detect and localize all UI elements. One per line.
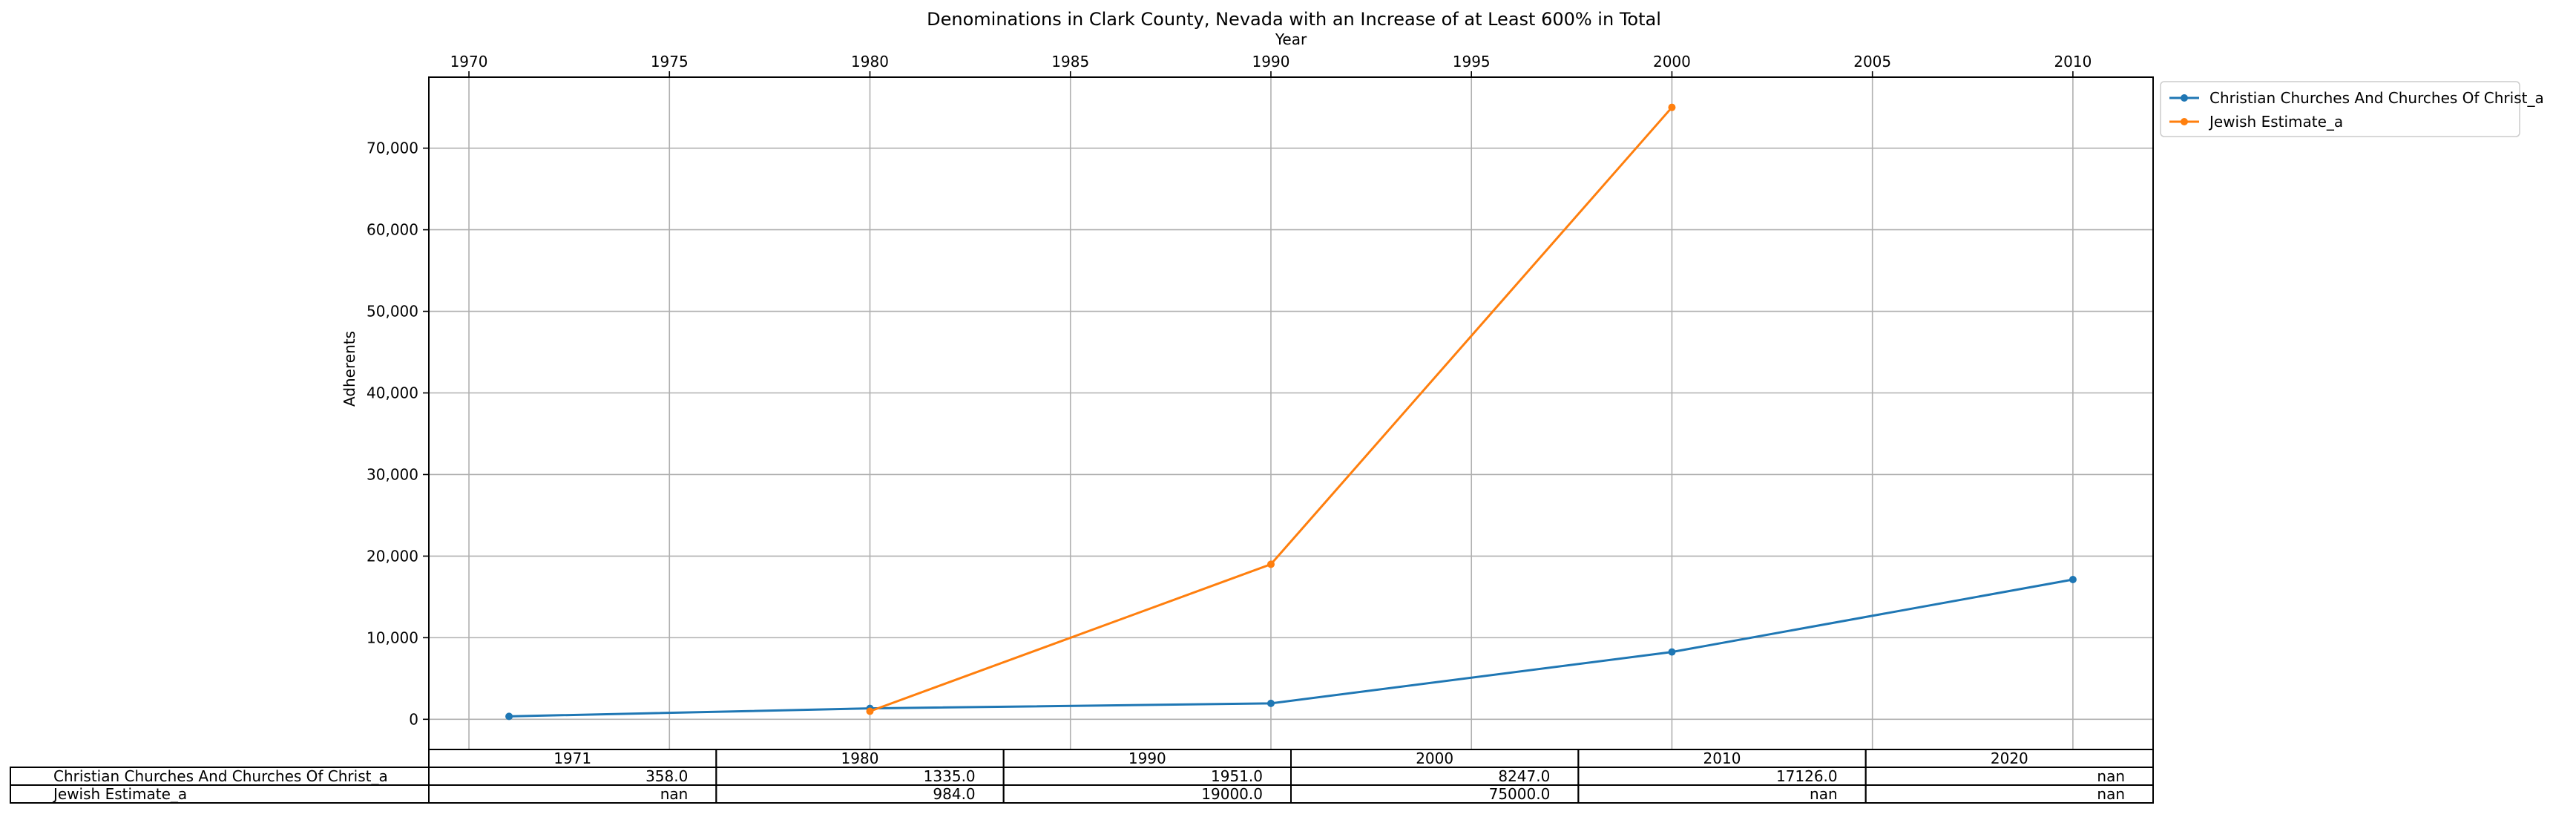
table-cell-value: nan xyxy=(660,785,689,803)
data-point xyxy=(866,707,874,715)
legend-box xyxy=(2160,81,2520,137)
table-cell-value: 75000.0 xyxy=(1489,785,1551,803)
table-cell-value: 17126.0 xyxy=(1776,767,1838,785)
table-cell-value: 984.0 xyxy=(933,785,975,803)
table-row-label: Christian Churches And Churches Of Chris… xyxy=(53,767,388,785)
table-row: Jewish Estimate_a nan 984.0 19000.0 75000.0 n… xyxy=(10,784,2155,804)
y-tick-label: 0 xyxy=(409,710,418,728)
data-point xyxy=(2069,576,2077,584)
table-column-header: 1980 xyxy=(841,749,879,767)
table-cell xyxy=(1864,784,2155,804)
y-axis: 0 10,000 20,000 30,000 40,000 50,000 60,000 70,… xyxy=(367,140,429,728)
table-row-label: Jewish Estimate_a xyxy=(52,785,187,803)
y-axis-label: Adherents xyxy=(341,331,358,407)
data-table: 1971 1980 1990 2000 2010 2020 Christian Church… xyxy=(10,749,2155,804)
legend-label: Jewish Estimate_a xyxy=(2208,113,2343,131)
plot-frame xyxy=(428,76,2154,750)
x-tick-label: 1985 xyxy=(1051,53,1089,70)
legend: Christian Churches And Churches Of Chris… xyxy=(2160,81,2544,137)
table-cell-value: 358.0 xyxy=(645,767,688,785)
table-row: Christian Churches And Churches Of Chris… xyxy=(10,767,2155,786)
table-cell-value: 19000.0 xyxy=(1201,785,1263,803)
table-cell-value: nan xyxy=(2097,785,2125,803)
y-tick-label: 30,000 xyxy=(367,465,418,483)
legend-item: Christian Churches And Churches Of Chris… xyxy=(2169,89,2544,107)
legend-marker xyxy=(2181,118,2188,125)
series-line xyxy=(509,578,2074,718)
table-cell-value: 1335.0 xyxy=(924,767,976,785)
y-tick-label: 40,000 xyxy=(367,384,418,402)
legend-label: Christian Churches And Churches Of Chris… xyxy=(2209,89,2544,107)
x-tick-label: 1975 xyxy=(651,53,689,70)
table-column-header: 1990 xyxy=(1128,749,1166,767)
y-tick-label: 70,000 xyxy=(367,140,418,157)
x-axis: 1970 1975 1980 1985 1990 1995 2000 2005 2010 xyxy=(450,53,2092,77)
data-point xyxy=(1668,103,1676,111)
series-2 xyxy=(866,103,1676,715)
data-point xyxy=(1266,560,1275,568)
table-cell-value: nan xyxy=(2097,767,2125,785)
x-tick-label: 2005 xyxy=(1853,53,1891,70)
series-layer xyxy=(505,103,2077,721)
table-cell-value: nan xyxy=(1810,785,1838,803)
table-cell-value: 8247.0 xyxy=(1498,767,1550,785)
x-tick-label: 1980 xyxy=(851,53,889,70)
table-column-header: 2020 xyxy=(1991,749,2028,767)
x-tick-label: 1990 xyxy=(1252,53,1290,70)
x-axis-label: Year xyxy=(1275,30,1307,48)
table-cell-value: 1951.0 xyxy=(1211,767,1263,785)
data-point xyxy=(1266,699,1275,707)
y-tick-label: 60,000 xyxy=(367,221,418,239)
data-point xyxy=(1668,648,1676,656)
x-tick-label: 1995 xyxy=(1453,53,1491,70)
legend-marker xyxy=(2181,94,2188,102)
data-point xyxy=(505,712,513,721)
series-1 xyxy=(505,576,2077,721)
grid xyxy=(429,77,2153,749)
table-column-header: 2000 xyxy=(1416,749,1453,767)
legend-item: Jewish Estimate_a xyxy=(2169,113,2343,131)
table-column-header: 2010 xyxy=(1703,749,1741,767)
x-tick-label: 2000 xyxy=(1653,53,1691,70)
x-tick-label: 1970 xyxy=(450,53,488,70)
chart-title: Denominations in Clark County, Nevada wi… xyxy=(927,9,1661,30)
y-tick-label: 10,000 xyxy=(367,629,418,646)
y-tick-label: 50,000 xyxy=(367,303,418,321)
table-column-header: 1971 xyxy=(553,749,591,767)
x-tick-label: 2010 xyxy=(2054,53,2092,70)
y-tick-label: 20,000 xyxy=(367,547,418,565)
